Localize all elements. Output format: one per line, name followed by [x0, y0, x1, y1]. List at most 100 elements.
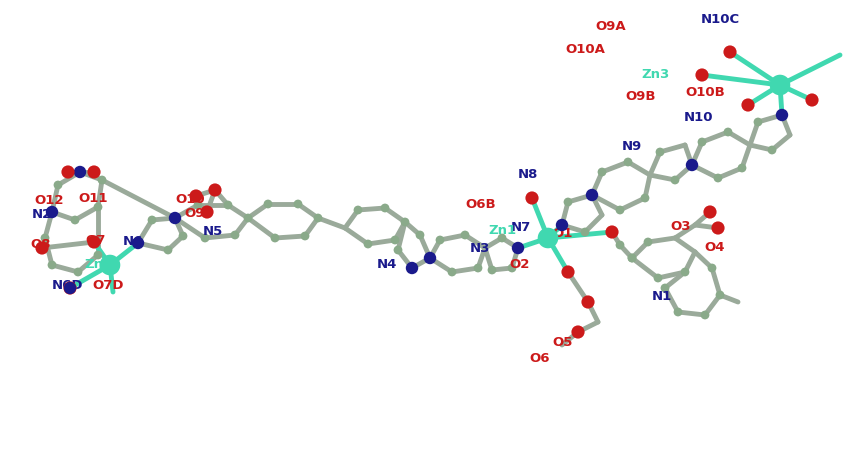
Point	[145, 216, 159, 224]
Point	[95, 176, 109, 184]
Point	[423, 254, 437, 261]
Point	[228, 231, 242, 239]
Text: O8: O8	[31, 238, 51, 251]
Point	[198, 234, 212, 242]
Point	[241, 214, 255, 222]
Point	[685, 161, 698, 169]
Point	[39, 234, 52, 242]
Point	[658, 284, 672, 292]
Point	[87, 238, 101, 246]
Point	[698, 311, 712, 319]
Text: O2: O2	[509, 258, 530, 271]
Point	[208, 186, 222, 194]
Point	[713, 292, 727, 299]
Point	[87, 168, 101, 176]
Point	[73, 168, 87, 176]
Point	[585, 191, 599, 199]
Point	[45, 208, 59, 216]
Text: O10B: O10B	[686, 86, 725, 99]
Point	[63, 284, 77, 292]
Point	[201, 208, 214, 216]
Text: O5: O5	[552, 336, 572, 349]
Text: N6D: N6D	[51, 279, 83, 292]
Text: N5: N5	[203, 225, 224, 238]
Point	[495, 234, 509, 242]
Text: N4: N4	[377, 258, 398, 271]
Point	[671, 308, 685, 316]
Point	[177, 232, 190, 240]
Text: O6: O6	[530, 352, 550, 365]
Text: O6B: O6B	[465, 198, 496, 211]
Point	[445, 268, 458, 276]
Point	[735, 164, 749, 172]
Point	[605, 228, 619, 236]
Point	[668, 176, 682, 184]
Point	[391, 246, 405, 254]
Text: N8: N8	[518, 168, 538, 181]
Text: O10A: O10A	[566, 43, 606, 56]
Point	[561, 268, 575, 276]
Point	[621, 158, 635, 166]
Point	[268, 234, 282, 242]
Text: O4: O4	[704, 241, 725, 254]
Point	[168, 214, 182, 222]
Text: O3: O3	[670, 220, 691, 233]
Point	[191, 201, 205, 209]
Point	[555, 221, 569, 229]
Text: O9: O9	[184, 207, 205, 220]
Point	[61, 168, 75, 176]
Point	[471, 264, 485, 272]
Text: O12: O12	[34, 195, 63, 207]
Point	[351, 207, 365, 214]
Text: N9: N9	[622, 140, 643, 153]
Point	[525, 195, 539, 202]
Point	[261, 201, 275, 208]
Point	[91, 203, 105, 211]
Point	[63, 284, 77, 292]
Point	[405, 264, 419, 272]
Text: N6: N6	[123, 235, 143, 248]
Point	[45, 261, 59, 269]
Point	[35, 244, 49, 252]
Point	[505, 264, 518, 272]
Point	[311, 214, 325, 222]
Point	[751, 118, 764, 126]
Point	[71, 268, 85, 276]
Point	[578, 228, 592, 236]
Point	[705, 264, 719, 272]
Point	[695, 71, 709, 79]
Point	[765, 146, 779, 154]
Point	[189, 192, 203, 200]
Point	[678, 268, 692, 276]
Point	[625, 254, 638, 261]
Text: O11: O11	[79, 192, 108, 205]
Text: O10: O10	[176, 193, 206, 206]
Text: O7D: O7D	[93, 279, 124, 292]
Text: Zn2: Zn2	[84, 258, 112, 271]
Text: N10: N10	[684, 111, 713, 124]
Point	[73, 168, 87, 176]
Point	[641, 238, 655, 246]
Point	[541, 234, 554, 242]
Point	[405, 264, 419, 272]
Point	[638, 195, 652, 202]
Point	[433, 236, 446, 243]
Text: O1: O1	[552, 227, 572, 240]
Point	[703, 208, 716, 216]
Point	[571, 328, 584, 336]
Point	[741, 101, 755, 109]
Point	[773, 81, 787, 89]
Point	[221, 201, 235, 209]
Point	[581, 298, 595, 306]
Point	[413, 231, 427, 239]
Point	[378, 204, 392, 212]
Point	[613, 207, 626, 214]
Point	[485, 266, 499, 274]
Point	[595, 168, 608, 176]
Point	[721, 128, 734, 136]
Text: O9A: O9A	[596, 20, 626, 33]
Point	[458, 231, 472, 239]
Point	[388, 236, 402, 243]
Point	[161, 246, 175, 254]
Point	[298, 232, 312, 240]
